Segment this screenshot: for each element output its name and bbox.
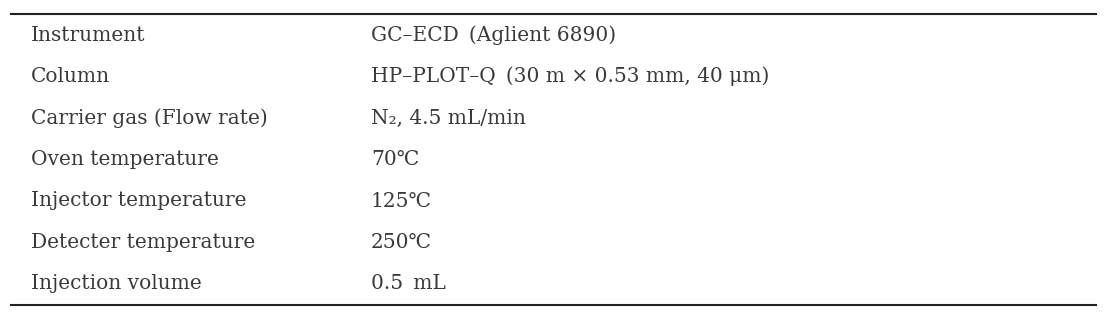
Text: Detecter temperature: Detecter temperature xyxy=(31,233,256,252)
Text: Instrument: Instrument xyxy=(31,26,145,45)
Text: HP–PLOT–Q (30 m × 0.53 mm, 40 μm): HP–PLOT–Q (30 m × 0.53 mm, 40 μm) xyxy=(371,67,769,86)
Text: Injection volume: Injection volume xyxy=(31,274,201,293)
Text: 250℃: 250℃ xyxy=(371,233,432,252)
Text: Carrier gas (Flow rate): Carrier gas (Flow rate) xyxy=(31,108,268,128)
Text: Column: Column xyxy=(31,67,110,86)
Text: N₂, 4.5 mL/min: N₂, 4.5 mL/min xyxy=(371,108,526,128)
Text: Oven temperature: Oven temperature xyxy=(31,150,219,169)
Text: 70℃: 70℃ xyxy=(371,150,420,169)
Text: Injector temperature: Injector temperature xyxy=(31,191,247,211)
Text: 125℃: 125℃ xyxy=(371,191,432,211)
Text: GC–ECD (Aglient 6890): GC–ECD (Aglient 6890) xyxy=(371,25,615,45)
Text: 0.5 mL: 0.5 mL xyxy=(371,274,446,293)
